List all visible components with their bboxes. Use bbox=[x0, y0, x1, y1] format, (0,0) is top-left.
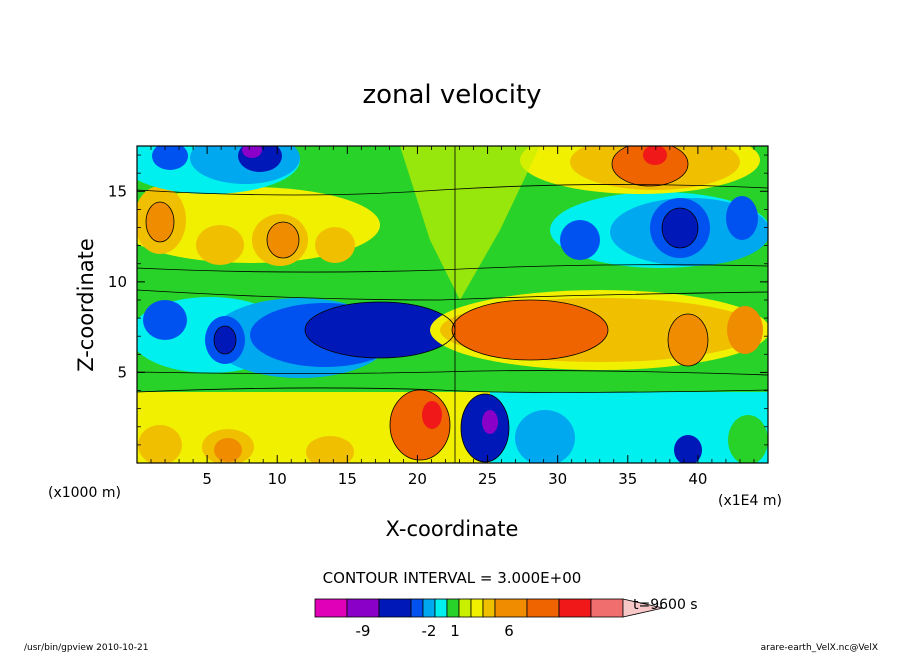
colorbar-swatch bbox=[526, 598, 560, 618]
blob bbox=[315, 227, 355, 263]
x-tick-label: 10 bbox=[268, 470, 287, 488]
y-tick-label: 15 bbox=[108, 182, 127, 200]
y-axis-unit: (x1000 m) bbox=[48, 485, 121, 501]
colorbar-tick-label: -9 bbox=[356, 622, 371, 640]
blob bbox=[305, 302, 455, 358]
blob bbox=[214, 438, 242, 462]
y-tick-label: 10 bbox=[108, 273, 127, 291]
blob bbox=[422, 401, 442, 429]
x-tick-label: 20 bbox=[408, 470, 427, 488]
blob bbox=[152, 146, 188, 170]
colorbar-tick-label: -2 bbox=[422, 622, 437, 640]
x-tick-label: 35 bbox=[618, 470, 637, 488]
x-axis-label: X-coordinate bbox=[386, 517, 519, 541]
x-tick-label: 40 bbox=[688, 470, 707, 488]
blob bbox=[452, 300, 608, 360]
colorbar-swatch bbox=[410, 598, 424, 618]
blob bbox=[143, 300, 187, 340]
colorbar-swatch bbox=[458, 598, 472, 618]
blob bbox=[560, 220, 600, 260]
blob bbox=[668, 314, 708, 366]
colorbar-arrow bbox=[622, 598, 664, 618]
blob bbox=[727, 306, 763, 354]
colorbar-swatch bbox=[470, 598, 484, 618]
colorbar-swatch bbox=[378, 598, 412, 618]
colorbar-swatch bbox=[446, 598, 460, 618]
blob bbox=[267, 222, 299, 258]
plot-area bbox=[137, 146, 768, 463]
colorbar-swatch bbox=[314, 598, 348, 618]
colorbar-swatch bbox=[434, 598, 448, 618]
y-tick-label: 5 bbox=[117, 363, 127, 381]
chart-title: zonal velocity bbox=[362, 80, 541, 110]
footer-right: arare-earth_VelX.nc@VelX bbox=[761, 643, 878, 653]
x-tick-label: 5 bbox=[202, 470, 212, 488]
colorbar-swatch bbox=[590, 598, 624, 618]
y-axis-label: Z-coordinate bbox=[74, 238, 98, 372]
blob bbox=[726, 196, 758, 240]
blob bbox=[196, 225, 244, 265]
blob bbox=[674, 435, 702, 463]
footer-left: /usr/bin/gpview 2010-10-21 bbox=[24, 643, 148, 653]
blob bbox=[138, 425, 182, 463]
colorbar-swatch bbox=[422, 598, 436, 618]
blob bbox=[515, 410, 575, 463]
colorbar-swatch bbox=[494, 598, 528, 618]
plot-frame bbox=[136, 145, 769, 464]
blob bbox=[146, 202, 174, 242]
blob bbox=[612, 146, 688, 186]
colorbar-ticks: -9 -2 1 6 bbox=[356, 622, 514, 640]
blob bbox=[728, 415, 768, 463]
colorbar-swatch bbox=[558, 598, 592, 618]
blob bbox=[482, 410, 498, 434]
blob bbox=[643, 146, 667, 165]
colorbar-swatch bbox=[346, 598, 380, 618]
blob bbox=[242, 146, 262, 158]
colorbar-tick-label: 6 bbox=[504, 622, 514, 640]
colorbar-tick-label: 1 bbox=[450, 622, 460, 640]
blob bbox=[238, 146, 282, 172]
blob bbox=[306, 436, 354, 463]
central-plume-yellow bbox=[400, 146, 540, 300]
x-tick-label: 30 bbox=[548, 470, 567, 488]
contour-interval: CONTOUR INTERVAL = 3.000E+00 bbox=[323, 569, 582, 587]
colorbar bbox=[314, 598, 664, 618]
blob bbox=[662, 208, 698, 248]
x-tick-label: 15 bbox=[338, 470, 357, 488]
blob bbox=[214, 326, 236, 354]
x-axis-unit: (x1E4 m) bbox=[718, 493, 782, 509]
x-tick-label: 25 bbox=[478, 470, 497, 488]
contour-lines bbox=[137, 146, 768, 463]
axis-ticks: 5 10 15 20 25 30 35 40 5 10 15 bbox=[108, 146, 768, 488]
colorbar-swatch bbox=[482, 598, 496, 618]
time-label: t=9600 s bbox=[633, 597, 698, 613]
